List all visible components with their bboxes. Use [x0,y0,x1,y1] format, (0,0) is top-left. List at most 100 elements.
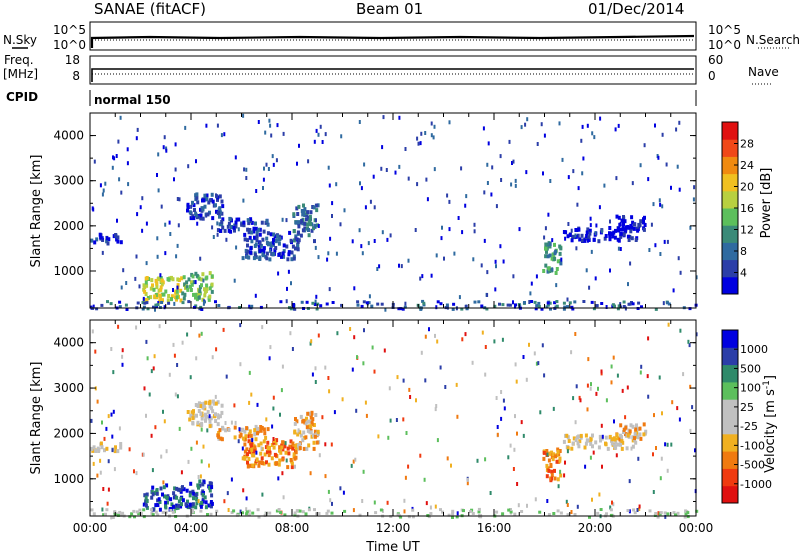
scatter-cell [269,248,272,253]
scatter-cell [239,362,242,367]
scatter-cell [325,302,329,306]
scatter-cell [269,123,272,128]
x-tick-label: 00:00 [73,521,108,535]
scatter-cell [634,238,638,242]
scatter-cell [192,203,196,208]
scatter-cell [291,244,295,249]
scatter-cell [670,185,672,190]
scatter-cell [205,283,209,288]
scatter-cell [199,305,203,309]
scatter-cell [600,369,603,374]
scatter-cell [268,450,272,455]
scatter-cell [528,300,531,304]
scatter-cell [559,261,563,266]
scatter-cell [269,241,272,246]
scatter-cell [340,303,344,307]
scatter-cell [174,167,177,172]
scatter-cell [139,205,142,210]
scatter-cell [604,441,607,446]
scatter-cell [295,509,299,513]
scatter-cell [138,284,141,289]
scatter-cell [541,343,544,348]
scatter-cell [331,214,333,218]
scatter-cell [315,218,317,223]
colorbar-segment [722,156,738,175]
scatter-cell [452,302,456,306]
scatter-cell [289,331,292,336]
scatter-cell [584,441,588,446]
scatter-cell [535,361,538,366]
scatter-cell [354,457,357,462]
scatter-cell [201,492,205,497]
scatter-cell [241,511,244,515]
scatter-cell [526,503,528,508]
scatter-cell [573,300,577,304]
scatter-cell [233,403,236,408]
scatter-cell [642,432,646,437]
scatter-cell [281,364,284,369]
scatter-cell [305,416,308,421]
scatter-cell [172,342,175,347]
scatter-cell [203,293,207,298]
scatter-cell [180,276,184,281]
scatter-cell [659,476,662,481]
scatter-cell [162,409,164,414]
scatter-cell [613,419,615,424]
scatter-cell [605,305,608,309]
scatter-cell [159,297,163,302]
scatter-cell [471,360,474,365]
scatter-cell [155,491,159,496]
scatter-cell [616,436,620,441]
scatter-cell [121,354,124,359]
scatter-cell [425,177,428,182]
scatter-cell [293,511,297,515]
scatter-cell [195,192,199,197]
scatter-cell [180,470,183,475]
scatter-cell [554,249,558,254]
scatter-cell [249,433,253,438]
scatter-cell [611,234,615,239]
scatter-cell [126,147,129,152]
scatter-cell [293,513,297,517]
scatter-cell [254,293,257,298]
scatter-cell [278,234,282,239]
scatter-cell [407,515,411,519]
scatter-cell [408,387,411,392]
scatter-cell [113,156,116,161]
scatter-cell [626,234,630,239]
scatter-cell [176,277,180,282]
scatter-cell [610,380,613,385]
scatter-cell [199,256,202,261]
scatter-cell [439,508,442,512]
scatter-cell [582,156,585,161]
scatter-cell [614,127,617,132]
scatter-cell [100,303,104,307]
scatter-cell [215,209,218,214]
scatter-cell [556,509,560,513]
scatter-cell [576,228,579,232]
y-tick-label: 2000 [53,426,84,440]
scatter-cell [549,179,552,183]
scatter-cell [555,459,559,464]
scatter-cell [566,305,569,309]
scatter-cell [234,420,237,425]
scatter-cell [256,431,259,436]
colorbar-segment [722,485,738,504]
scatter-cell [250,230,254,235]
scatter-cell [158,293,162,298]
scatter-cell [695,275,698,280]
scatter-cell [192,491,196,496]
scatter-cell [113,510,117,514]
scatter-cell [211,355,214,360]
scatter-cell [592,450,595,455]
scatter-cell [250,443,254,448]
scatter-cell [168,372,171,377]
scatter-cell [159,285,163,290]
scatter-cell [279,412,281,417]
scatter-cell [512,300,514,305]
scatter-cell [210,493,214,498]
scatter-cell [395,418,398,422]
scatter-cell [214,401,218,406]
scatter-cell [484,345,487,349]
scatter-cell [244,434,248,439]
